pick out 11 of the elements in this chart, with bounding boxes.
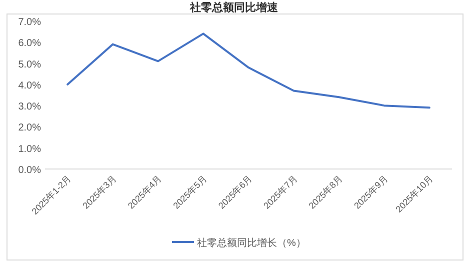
y-tick-label: 4.0% [18, 80, 42, 92]
legend-label: 社零总额同比增长（%） [197, 237, 306, 249]
y-tick-label: 3.0% [18, 102, 42, 113]
y-tick-label: 0.0% [18, 165, 42, 176]
y-tick-label: 2.0% [18, 122, 42, 134]
chart-title: 社零总额同比增速 [189, 1, 279, 14]
y-tick-label: 5.0% [18, 59, 42, 70]
y-tick-label: 7.0% [18, 17, 42, 28]
line-series [66, 32, 430, 109]
y-tick-label: 6.0% [18, 38, 42, 50]
y-tick-label: 1.0% [18, 144, 42, 155]
